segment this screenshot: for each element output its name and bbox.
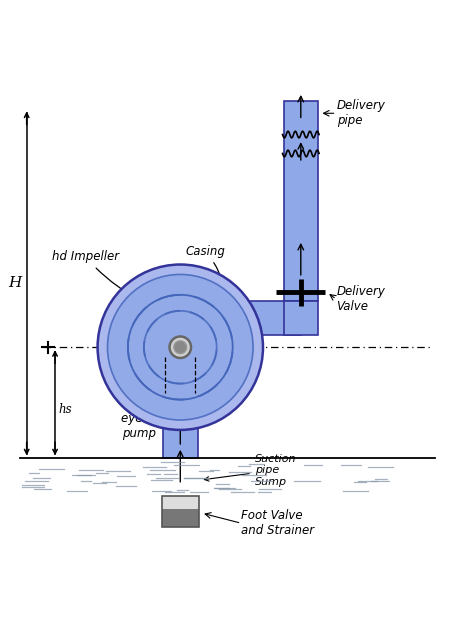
Circle shape — [98, 265, 263, 430]
Text: Delivery
Valve: Delivery Valve — [337, 285, 385, 313]
Text: eye of
pump: eye of pump — [120, 411, 157, 440]
Circle shape — [174, 341, 187, 354]
FancyBboxPatch shape — [162, 509, 199, 527]
Text: hs: hs — [59, 403, 72, 417]
FancyBboxPatch shape — [284, 101, 318, 301]
Text: H: H — [8, 277, 21, 291]
Text: Foot Valve
and Strainer: Foot Valve and Strainer — [241, 510, 315, 537]
Circle shape — [170, 337, 191, 358]
Text: Delivery
pipe: Delivery pipe — [337, 99, 385, 127]
Text: hd Impeller: hd Impeller — [52, 251, 141, 301]
FancyBboxPatch shape — [162, 496, 199, 509]
FancyBboxPatch shape — [223, 301, 301, 335]
FancyBboxPatch shape — [163, 390, 198, 458]
Text: Casing: Casing — [185, 244, 226, 304]
Circle shape — [108, 275, 253, 420]
Text: Suction
pipe
Sump: Suction pipe Sump — [204, 454, 296, 487]
FancyBboxPatch shape — [284, 301, 318, 335]
